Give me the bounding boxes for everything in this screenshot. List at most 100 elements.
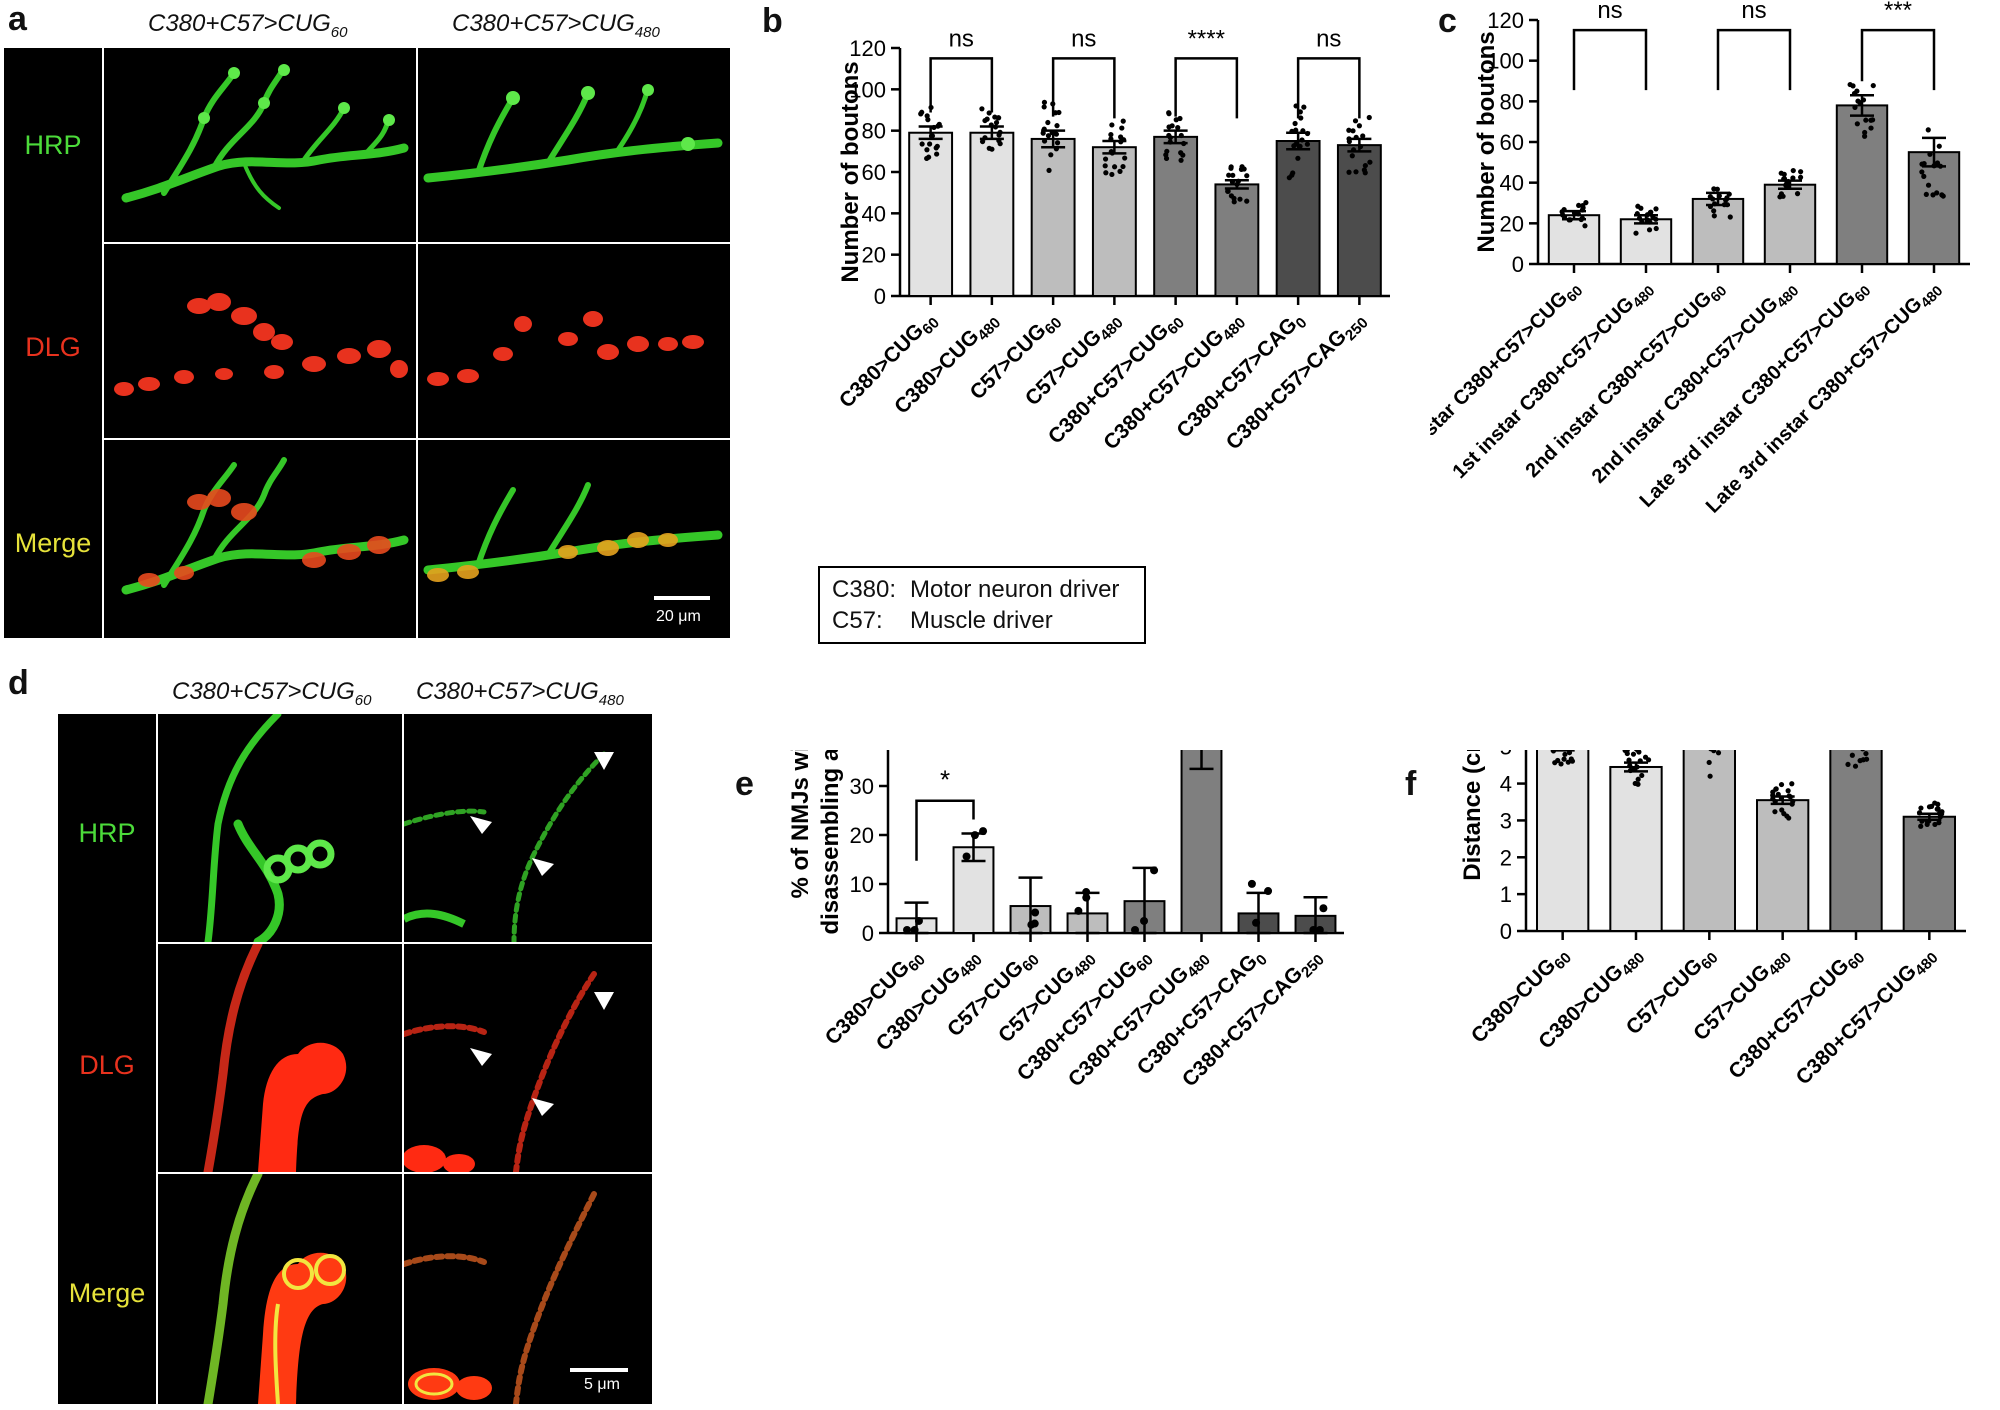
- y-tick-label: 30: [850, 774, 874, 799]
- data-point: [1850, 83, 1855, 88]
- data-point: [1708, 774, 1713, 779]
- panel-d-row-label-dlg: DLG: [58, 1050, 156, 1081]
- data-point: [1707, 760, 1712, 765]
- panel-a-row-label-hrp: HRP: [4, 130, 102, 161]
- bar-f-3: [1757, 800, 1808, 931]
- data-point: [1631, 752, 1636, 757]
- data-point: [1121, 119, 1126, 124]
- bar-c-5: [1909, 152, 1959, 264]
- data-point: [1853, 764, 1858, 769]
- y-tick-label: 20: [1500, 211, 1524, 236]
- data-point: [1109, 122, 1114, 127]
- data-point: [1926, 183, 1931, 188]
- data-point: [1798, 169, 1803, 174]
- micrograph-a-dlg-cug60: [104, 244, 416, 438]
- data-point: [1863, 751, 1868, 756]
- data-point: [1178, 150, 1183, 155]
- data-point: [1248, 880, 1256, 888]
- data-point: [1636, 777, 1641, 782]
- data-point: [1164, 149, 1169, 154]
- data-point: [1346, 170, 1351, 175]
- micrograph-d-merge-cug60: [158, 1174, 402, 1404]
- data-point: [1237, 197, 1242, 202]
- bar-b-6: [1277, 141, 1320, 296]
- data-point: [1055, 140, 1060, 145]
- data-point: [1231, 196, 1236, 201]
- data-point: [934, 151, 939, 156]
- data-point: [996, 132, 1001, 137]
- data-point: [1852, 105, 1857, 110]
- panel-letter-a: a: [8, 0, 27, 39]
- data-point: [1305, 142, 1310, 147]
- data-point: [1728, 214, 1733, 219]
- panel-d-row-label-hrp: HRP: [58, 818, 156, 849]
- data-point: [1635, 782, 1640, 787]
- significance-label: ns: [1741, 0, 1766, 24]
- data-point: [1363, 170, 1368, 175]
- data-point: [1871, 83, 1876, 88]
- micrograph-a-merge-cug60: [104, 440, 416, 638]
- data-point: [979, 106, 984, 111]
- data-point: [919, 110, 924, 115]
- x-category-label: C380+C57>CUG60: [1724, 942, 1868, 1086]
- panel-d-col-title-2: C380+C57>CUG480: [416, 678, 624, 709]
- bar-b-5: [1215, 184, 1258, 296]
- bar-f-4: [1830, 750, 1881, 931]
- data-point: [1363, 163, 1368, 168]
- data-point: [1924, 192, 1929, 197]
- data-point: [1724, 195, 1729, 200]
- data-point: [1048, 152, 1053, 157]
- y-axis-label: % of NMJs with: [787, 750, 814, 899]
- data-point: [1921, 174, 1926, 179]
- data-point: [1926, 127, 1931, 132]
- data-point: [1292, 121, 1297, 126]
- data-point: [1939, 192, 1944, 197]
- significance-bracket: [1053, 58, 1114, 118]
- y-tick-label: 0: [874, 284, 886, 309]
- y-axis-label: Distance (cm): [1459, 750, 1486, 881]
- data-point: [1031, 908, 1039, 916]
- y-tick-label: 3: [1500, 808, 1512, 833]
- micrograph-d-hrp-cug480: [404, 714, 652, 942]
- significance-label: ***: [1884, 0, 1912, 24]
- data-point: [1046, 168, 1051, 173]
- y-tick-label: 4: [1500, 772, 1512, 797]
- bar-b-4: [1154, 137, 1197, 296]
- data-point: [1582, 223, 1587, 228]
- significance-label: ****: [1188, 25, 1225, 52]
- data-point: [1930, 192, 1935, 197]
- data-point: [1244, 199, 1249, 204]
- data-point: [994, 120, 999, 125]
- bar-f-5: [1904, 817, 1955, 931]
- data-point: [1242, 166, 1247, 171]
- data-point: [926, 155, 931, 160]
- data-point: [1112, 164, 1117, 169]
- data-point: [1119, 125, 1124, 130]
- significance-label: ns: [1316, 25, 1341, 52]
- data-point: [924, 147, 929, 152]
- data-point: [1715, 187, 1720, 192]
- data-point: [1118, 134, 1123, 139]
- data-point: [1357, 123, 1362, 128]
- significance-label: *: [940, 765, 950, 795]
- data-point: [1174, 117, 1179, 122]
- data-point: [1798, 175, 1803, 180]
- significance-bracket: [1298, 58, 1359, 118]
- data-point: [1625, 751, 1630, 756]
- data-point: [1919, 169, 1924, 174]
- panel-a-col-title-1: C380+C57>CUG60: [148, 10, 347, 41]
- legend-row-c57: C57:Muscle driver: [832, 605, 1132, 636]
- data-point: [1045, 120, 1050, 125]
- data-point: [1042, 100, 1047, 105]
- scale-bar-a: [654, 596, 710, 600]
- data-point: [1789, 781, 1794, 786]
- data-point: [1711, 208, 1716, 213]
- data-point: [1712, 213, 1717, 218]
- chart-f-svg: 01234567Distance (cm)C380>CUG60C380>CUG4…: [1418, 750, 1988, 1405]
- micrograph-d-merge-cug480: [404, 1174, 652, 1404]
- y-axis-label: Number of boutons: [837, 61, 864, 282]
- data-point: [1031, 920, 1039, 928]
